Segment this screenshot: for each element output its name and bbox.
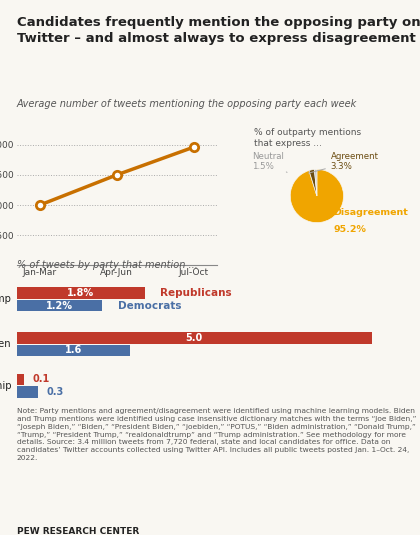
Text: PEW RESEARCH CENTER: PEW RESEARCH CENTER xyxy=(17,526,139,535)
Text: 0.1: 0.1 xyxy=(32,374,50,385)
Text: 0.3: 0.3 xyxy=(47,387,64,397)
Bar xyxy=(17,287,144,299)
Text: Trump: Trump xyxy=(0,294,11,304)
Text: Democrats: Democrats xyxy=(118,301,181,311)
Text: 5.0: 5.0 xyxy=(186,333,203,343)
Text: Neutral
1.5%: Neutral 1.5% xyxy=(252,151,287,172)
Text: Republicans: Republicans xyxy=(160,288,232,298)
Bar xyxy=(17,386,38,398)
Wedge shape xyxy=(290,170,344,223)
Text: 95.2%: 95.2% xyxy=(333,225,366,234)
Text: 1.8%: 1.8% xyxy=(67,288,94,298)
Bar xyxy=(17,300,102,311)
Text: Candidates frequently mention the opposing party on
Twitter – and almost always : Candidates frequently mention the opposi… xyxy=(17,16,420,45)
Text: 1.6: 1.6 xyxy=(65,346,82,355)
Wedge shape xyxy=(309,170,317,196)
Text: Note: Party mentions and agreement/disagreement were identified using machine le: Note: Party mentions and agreement/disag… xyxy=(17,408,416,461)
Text: Bipartisanship: Bipartisanship xyxy=(0,381,11,391)
Bar xyxy=(17,374,24,385)
Bar xyxy=(17,332,372,343)
Text: 1.2%: 1.2% xyxy=(46,301,73,311)
Bar xyxy=(17,345,131,356)
Text: Average number of tweets mentioning the opposing party each week: Average number of tweets mentioning the … xyxy=(17,99,357,109)
Text: % of outparty mentions
that express ...: % of outparty mentions that express ... xyxy=(255,128,362,148)
Text: Disagreement: Disagreement xyxy=(333,208,408,217)
Text: Biden: Biden xyxy=(0,339,11,349)
Text: Agreement
3.3%: Agreement 3.3% xyxy=(308,151,379,173)
Text: % of tweets by party that mention ...: % of tweets by party that mention ... xyxy=(17,260,198,270)
Wedge shape xyxy=(315,170,317,196)
